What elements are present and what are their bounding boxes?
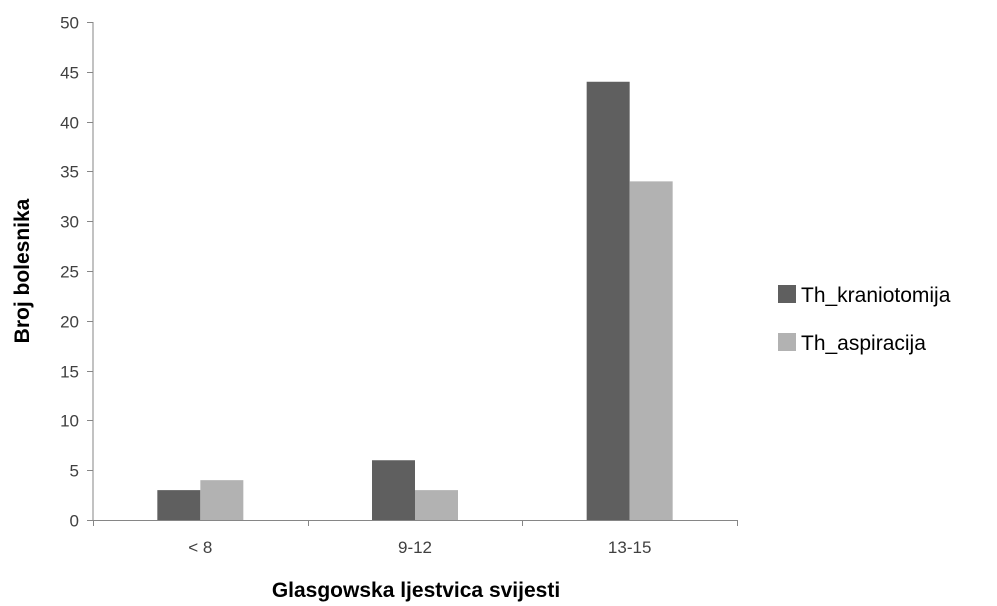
x-axis-title: Glasgowska ljestvica svijesti <box>272 579 560 602</box>
y-tick-label: 5 <box>70 462 79 481</box>
y-axis: 0 5 10 15 20 25 30 35 40 45 50 <box>60 14 94 531</box>
y-tick-label: 35 <box>60 163 79 182</box>
y-axis-title: Broj bolesnika <box>11 198 34 343</box>
bar-th-aspiracija-2 <box>629 181 673 521</box>
y-tick-label: 30 <box>60 213 79 232</box>
y-tick-label: 40 <box>60 114 79 133</box>
bar-th-kraniotomija-0 <box>157 490 201 520</box>
bar-th-aspiracija-0 <box>200 480 244 520</box>
legend-label-th-aspiracija: Th_aspiracija <box>801 332 926 355</box>
x-axis: < 8 9-12 13-15 <box>93 520 738 557</box>
y-tick-label: 15 <box>60 363 79 382</box>
x-tick-label: < 8 <box>188 538 212 557</box>
bar-th-kraniotomija-1 <box>372 460 415 520</box>
bars <box>157 81 673 521</box>
x-tick-label: 13-15 <box>608 538 651 557</box>
bar-th-kraniotomija-2 <box>586 81 630 520</box>
x-tick-label: 9-12 <box>398 538 432 557</box>
legend-swatch-th-kraniotomija <box>778 285 796 303</box>
y-tick-label: 0 <box>70 512 79 531</box>
y-tick-label: 45 <box>60 64 79 83</box>
y-tick-label: 20 <box>60 313 79 332</box>
legend-label-th-kraniotomija: Th_kraniotomija <box>801 284 951 307</box>
y-tick-label: 50 <box>60 14 79 33</box>
y-tick-label: 25 <box>60 263 79 282</box>
legend: Th_kraniotomija Th_aspiracija <box>778 284 951 355</box>
bar-th-aspiracija-1 <box>415 490 458 520</box>
legend-swatch-th-aspiracija <box>778 333 796 351</box>
y-tick-label: 10 <box>60 412 79 431</box>
